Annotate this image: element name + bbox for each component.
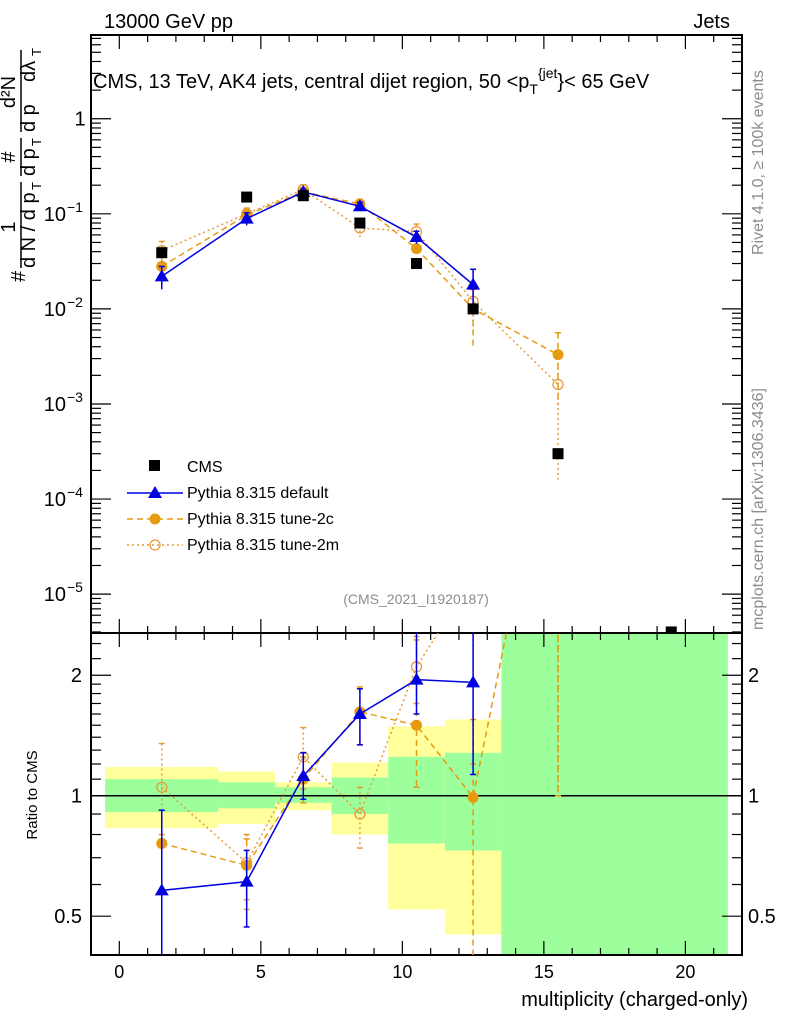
data-point-cms — [411, 258, 422, 270]
data-point-cms — [156, 247, 168, 259]
ratio-point-tune2m — [156, 781, 168, 793]
plot-title-subscript: T — [529, 81, 538, 97]
y-tick-label: 10 — [44, 489, 66, 511]
ratio-point-default — [409, 672, 424, 685]
svg-text:CMS: CMS — [187, 459, 223, 476]
x-tick-label: 0 — [114, 962, 124, 982]
ratio-point-tune2m — [468, 573, 478, 583]
data-point-cms — [297, 190, 309, 202]
rivet-label: Rivet 4.1.0, ≥ 100k events — [750, 70, 767, 255]
ratio-y-tick-label-right: 0.5 — [748, 906, 776, 928]
main-series-group — [154, 183, 677, 633]
ratio-point-default — [466, 675, 481, 688]
x-axis-label: multiplicity (charged-only) — [521, 989, 748, 1011]
ylabel-sub-2: T — [29, 138, 44, 146]
y-tick-exponent: −3 — [67, 389, 83, 405]
ratio-y-tick-label-right: 1 — [748, 786, 759, 808]
ylabel-sub-1: T — [29, 182, 44, 190]
y-tick-label: 1 — [74, 109, 85, 131]
ylabel-den-1: d N / d p — [18, 192, 40, 268]
analysis-id: (CMS_2021_I1920187) — [343, 591, 489, 607]
ylabel-sub-3: T — [29, 48, 44, 56]
ratio-y-tick-label: 2 — [71, 665, 82, 687]
plot-title-end: }< 65 GeV — [557, 71, 649, 93]
x-tick-label: 5 — [256, 962, 266, 982]
data-point-cms — [665, 626, 677, 633]
plot-title: CMS, 13 TeV, AK4 jets, central dijet reg… — [93, 65, 650, 97]
ylabel-den-2: d p — [18, 148, 40, 176]
y-tick-label: 10 — [44, 394, 66, 416]
plot-title-main: CMS, 13 TeV, AK4 jets, central dijet reg… — [93, 71, 529, 93]
data-point-default — [409, 230, 424, 243]
series-line-tune2c — [161, 191, 559, 356]
y-tick-exponent: −4 — [67, 484, 83, 500]
plot-title-superscript: {jet — [538, 65, 558, 81]
ratio-series-group — [154, 501, 563, 955]
main-plot-axes: 110−110−210−310−410−5 — [44, 34, 743, 634]
ratio-y-tick-label-right: 2 — [748, 665, 759, 687]
series-line-default — [161, 191, 474, 286]
ratio-point-default — [239, 874, 254, 887]
y-tick-label: 10 — [44, 299, 66, 321]
legend-item-tune-2m: Pythia 8.315 tune-2m — [127, 537, 339, 554]
legend-item-default: Pythia 8.315 default — [127, 485, 329, 502]
data-point-tune2c — [411, 243, 422, 255]
ylabel-den-3: d p dλ — [18, 61, 40, 132]
ratio-y-tick-label: 0.5 — [54, 906, 82, 928]
ylabel-num-1: 1 — [0, 221, 20, 232]
data-point-tune2m — [552, 378, 564, 391]
data-point-cms — [552, 448, 564, 460]
mcplots-label: mcplots.cern.ch [arXiv:1306.3436] — [750, 388, 767, 630]
y-tick-label: 10 — [44, 584, 66, 606]
ratio-plot-data — [154, 501, 563, 955]
data-point-default — [239, 211, 254, 224]
y-tick-exponent: −5 — [67, 579, 83, 595]
svg-text:Pythia 8.315 tune-2m: Pythia 8.315 tune-2m — [187, 537, 339, 554]
data-point-cms — [241, 191, 253, 203]
ratio-point-tune2c — [411, 719, 422, 731]
x-tick-label: 15 — [534, 962, 554, 982]
ratio-line-default — [161, 678, 474, 892]
ratio-point-default — [154, 883, 169, 896]
data-point-default — [154, 269, 169, 282]
ratio-point-tune2m — [354, 808, 366, 820]
data-point-default — [352, 199, 367, 212]
ylabel-prefix: # — [8, 270, 30, 282]
ratio-y-tick-label: 1 — [71, 786, 82, 808]
x-tick-label: 10 — [392, 962, 412, 982]
ratio-point-tune2c — [467, 791, 479, 803]
data-point-cms — [354, 217, 366, 229]
x-tick-label: 20 — [675, 962, 695, 982]
svg-text:Pythia 8.315 tune-2c: Pythia 8.315 tune-2c — [187, 511, 334, 528]
main-plot-data — [154, 183, 677, 633]
stat-uncertainty-band — [501, 633, 728, 955]
y-tick-label: 10 — [44, 204, 66, 226]
data-point-default — [466, 277, 481, 290]
ratio-y-axis-label: Ratio to CMS — [24, 750, 41, 839]
legend-item-tune-2c: Pythia 8.315 tune-2c — [127, 511, 334, 528]
ratio-point-default — [296, 769, 311, 782]
ratio-point-default — [352, 707, 367, 720]
data-point-cms — [467, 303, 479, 315]
svg-text:Pythia 8.315 default: Pythia 8.315 default — [187, 485, 329, 502]
ratio-point-tune2m — [553, 501, 563, 511]
legend-item-cms: CMS — [149, 459, 223, 476]
data-point-tune2c — [552, 349, 564, 361]
stat-uncertainty-band — [388, 756, 445, 844]
y-tick-exponent: −1 — [67, 199, 83, 215]
process-label: Jets — [693, 11, 730, 33]
beam-label: 13000 GeV pp — [104, 11, 233, 33]
main-y-axis-label: # 1 d N / d p T # d p T d²N d p dλ T — [0, 48, 44, 282]
ylabel-num-3: d²N — [0, 76, 20, 108]
y-tick-exponent: −2 — [67, 294, 83, 310]
legend: CMS Pythia 8.315 default Pythia 8.315 tu… — [127, 459, 339, 554]
ylabel-num-2: # — [0, 151, 20, 163]
